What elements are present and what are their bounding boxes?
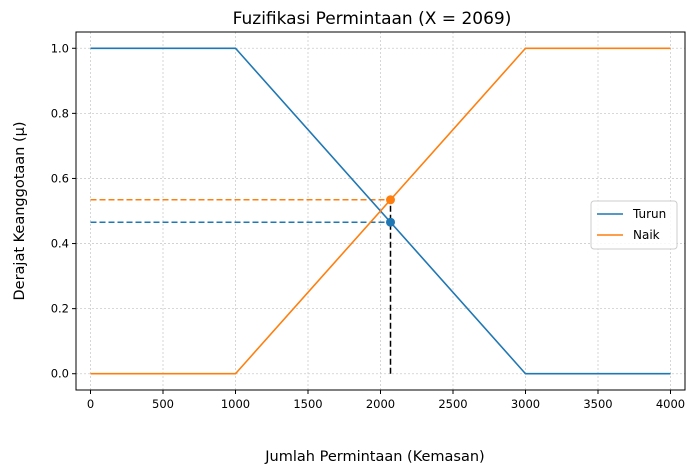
series-line-naik [90, 47, 671, 375]
y-tick-label: 0.6 [51, 171, 69, 185]
chart-title: Fuzifikasi Permintaan (X = 2069) [233, 9, 512, 29]
y-axis-label: Derajat Keanggotaan (μ) [12, 122, 28, 301]
x-axis-ticks: 0 500 1000 1500 2000 2500 3000 3500 4000 [87, 390, 685, 411]
intersection-point-naik [386, 195, 396, 205]
y-tick-label: 0.8 [51, 106, 69, 120]
legend-label-turun: Turun [632, 207, 666, 221]
intersection-markers [386, 195, 396, 227]
x-tick-label: 0 [87, 397, 94, 411]
reference-lines [90, 199, 392, 374]
legend-label-naik: Naik [633, 228, 660, 242]
series-lines [90, 47, 671, 375]
y-tick-label: 0.4 [51, 237, 69, 251]
x-tick-label: 2500 [438, 397, 467, 411]
legend-box [590, 200, 678, 250]
x-tick-label: 1000 [221, 397, 250, 411]
x-tick-label: 500 [152, 397, 174, 411]
x-tick-label: 2000 [366, 397, 395, 411]
y-tick-label: 0.2 [51, 302, 69, 316]
x-axis-label: Jumlah Permintaan (Kemasan) [264, 449, 484, 465]
x-tick-label: 4000 [656, 397, 685, 411]
x-tick-label: 3000 [511, 397, 540, 411]
y-tick-label: 0.0 [51, 367, 69, 381]
legend: Turun Naik [590, 200, 678, 250]
intersection-point-turun [386, 217, 396, 227]
y-axis-ticks: 0.0 0.2 0.4 0.6 0.8 1.0 [51, 41, 76, 381]
x-tick-label: 3500 [583, 397, 612, 411]
x-tick-label: 1500 [293, 397, 322, 411]
y-tick-label: 1.0 [51, 41, 69, 55]
